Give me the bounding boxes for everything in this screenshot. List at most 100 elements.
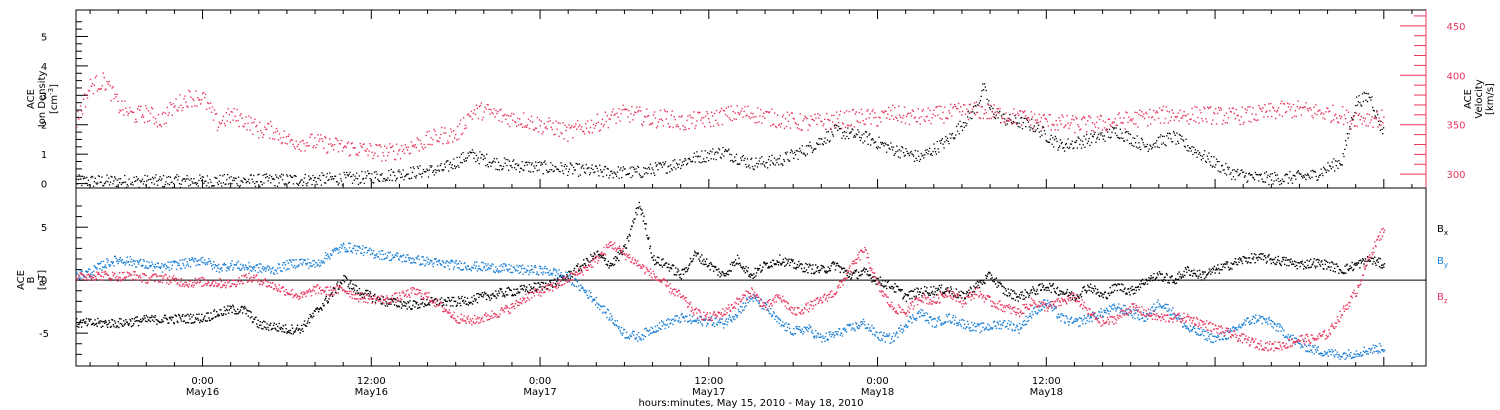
ion-density-point	[347, 175, 349, 177]
bx-point	[1068, 294, 1070, 297]
bx-point	[238, 311, 240, 313]
ion-density-point	[650, 173, 652, 175]
velocity-point	[737, 112, 739, 114]
bx-point	[339, 285, 341, 287]
velocity-point	[76, 126, 78, 129]
velocity-point	[969, 103, 972, 105]
bx-point	[729, 270, 731, 272]
velocity-point	[1332, 104, 1334, 106]
velocity-point	[1034, 119, 1037, 121]
bx-point	[379, 298, 381, 300]
ion-density-point	[1276, 174, 1278, 176]
ion-density-point	[1069, 146, 1071, 148]
velocity-point	[252, 133, 254, 135]
bx-point	[597, 253, 600, 256]
velocity-point	[695, 125, 697, 127]
bx-point	[687, 267, 690, 269]
bx-point	[980, 281, 982, 284]
ion-density-point	[287, 182, 290, 184]
bx-point	[763, 261, 766, 263]
velocity-point	[869, 113, 871, 115]
ion-density-point	[131, 181, 133, 183]
ion-density-point	[771, 154, 773, 156]
velocity-point	[241, 117, 243, 119]
ion-density-point	[516, 163, 518, 165]
bx-point	[80, 326, 83, 328]
velocity-point	[782, 114, 785, 116]
bx-point	[1191, 270, 1193, 272]
bx-point	[904, 292, 906, 295]
ion-density-point	[653, 172, 655, 174]
ion-density-point	[330, 178, 333, 180]
ion-density-point	[1005, 124, 1007, 126]
ion-density-point	[462, 152, 464, 154]
bx-point	[609, 265, 611, 267]
bx-point	[1285, 257, 1287, 259]
ion-density-point	[1234, 178, 1236, 181]
velocity-point	[725, 107, 728, 109]
ion-density-point	[1032, 128, 1034, 130]
ion-density-point	[815, 148, 817, 150]
bx-point	[121, 323, 123, 325]
bx-point	[186, 321, 188, 324]
bx-point	[1016, 295, 1019, 298]
bx-point	[1151, 277, 1153, 279]
velocity-point	[553, 133, 555, 136]
bx-point	[83, 321, 86, 323]
bx-point	[829, 268, 831, 270]
bx-point	[1118, 283, 1121, 286]
bx-point	[724, 273, 726, 275]
ion-density-point	[375, 171, 377, 173]
ion-density-point	[1118, 137, 1120, 139]
velocity-point	[360, 145, 362, 147]
velocity-point	[1369, 121, 1371, 124]
ion-density-point	[323, 174, 325, 176]
bx-point	[544, 286, 546, 288]
ion-density-point	[1056, 140, 1058, 143]
ion-density-point	[1239, 172, 1241, 175]
bx-point	[1201, 279, 1203, 281]
velocity-point	[1240, 116, 1242, 118]
velocity-point	[542, 131, 544, 133]
ion-density-point	[1046, 140, 1048, 143]
bx-point	[257, 319, 259, 321]
ion-density-point	[1199, 151, 1201, 154]
bx-point	[145, 314, 147, 317]
ion-density-point	[984, 86, 986, 88]
bx-point	[1120, 283, 1123, 285]
bx-point	[1217, 264, 1219, 266]
velocity-point	[232, 119, 234, 121]
velocity-point	[152, 116, 155, 118]
bx-point	[734, 259, 737, 261]
bx-point	[405, 303, 408, 305]
velocity-point	[1081, 118, 1083, 121]
bx-point	[852, 272, 854, 274]
velocity-point	[927, 107, 929, 109]
velocity-point	[278, 133, 281, 135]
bx-point	[476, 293, 478, 295]
bx-point	[1015, 293, 1017, 295]
ion-density-point	[257, 174, 259, 176]
ion-density-point	[430, 166, 432, 168]
bx-point	[468, 301, 470, 303]
bx-point	[1104, 291, 1107, 293]
bx-point	[299, 332, 301, 334]
bx-point	[689, 257, 692, 260]
ion-density-point	[675, 162, 678, 164]
bx-point	[697, 252, 699, 254]
bx-point	[389, 298, 391, 300]
ion-density-point	[843, 135, 845, 137]
velocity-point	[327, 151, 329, 153]
ion-density-point	[1307, 173, 1309, 175]
ion-density-point	[293, 175, 295, 177]
bx-point	[795, 268, 797, 270]
bx-point	[820, 264, 822, 267]
velocity-point	[1241, 106, 1243, 108]
velocity-point	[416, 137, 418, 139]
ion-density-point	[304, 173, 306, 176]
velocity-point	[951, 115, 953, 117]
velocity-point	[916, 120, 919, 123]
ion-density-point	[146, 175, 149, 177]
velocity-point	[1124, 128, 1126, 130]
bx-point	[1360, 262, 1362, 264]
